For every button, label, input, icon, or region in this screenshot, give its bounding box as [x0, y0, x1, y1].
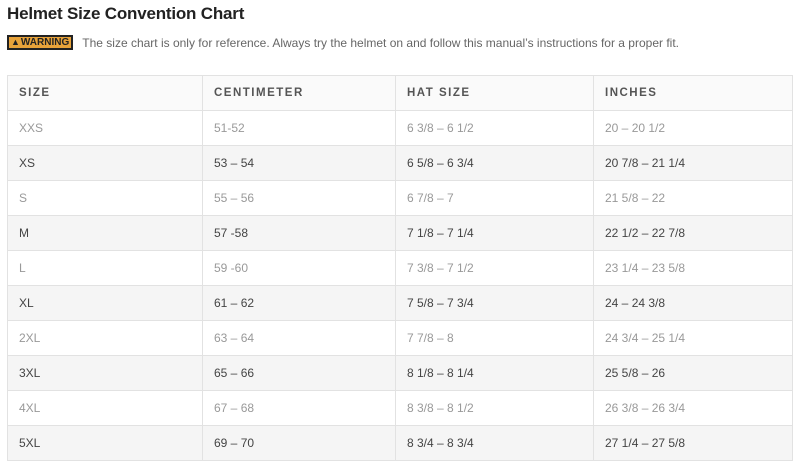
- cell-size: XXS: [7, 110, 203, 146]
- cell-inches: 22 1/2 – 22 7/8: [593, 215, 793, 251]
- cell-hat-size: 7 7/8 – 8: [395, 320, 594, 356]
- table-header: SIZE CENTIMETER HAT SIZE INCHES: [7, 75, 793, 111]
- table-row: 5XL 69 – 70 8 3/4 – 8 3/4 27 1/4 – 27 5/8: [7, 425, 793, 461]
- cell-centimeter: 63 – 64: [202, 320, 396, 356]
- cell-size: XL: [7, 285, 203, 321]
- cell-size: XS: [7, 145, 203, 181]
- table-row: 4XL 67 – 68 8 3/8 – 8 1/2 26 3/8 – 26 3/4: [7, 390, 793, 426]
- column-header-centimeter: CENTIMETER: [202, 75, 396, 111]
- cell-centimeter: 61 – 62: [202, 285, 396, 321]
- cell-hat-size: 6 5/8 – 6 3/4: [395, 145, 594, 181]
- cell-inches: 26 3/8 – 26 3/4: [593, 390, 793, 426]
- page-title: Helmet Size Convention Chart: [7, 4, 245, 23]
- cell-hat-size: 7 5/8 – 7 3/4: [395, 285, 594, 321]
- cell-inches: 23 1/4 – 23 5/8: [593, 250, 793, 286]
- cell-centimeter: 57 -58: [202, 215, 396, 251]
- cell-size: 5XL: [7, 425, 203, 461]
- cell-hat-size: 6 3/8 – 6 1/2: [395, 110, 594, 146]
- cell-centimeter: 59 -60: [202, 250, 396, 286]
- table-row: M 57 -58 7 1/8 – 7 1/4 22 1/2 – 22 7/8: [7, 215, 793, 251]
- cell-inches: 24 3/4 – 25 1/4: [593, 320, 793, 356]
- cell-size: L: [7, 250, 203, 286]
- cell-centimeter: 55 – 56: [202, 180, 396, 216]
- table-row: XXS 51-52 6 3/8 – 6 1/2 20 – 20 1/2: [7, 110, 793, 146]
- cell-hat-size: 7 3/8 – 7 1/2: [395, 250, 594, 286]
- table-row: 3XL 65 – 66 8 1/8 – 8 1/4 25 5/8 – 26: [7, 355, 793, 391]
- cell-inches: 20 – 20 1/2: [593, 110, 793, 146]
- table-row: XL 61 – 62 7 5/8 – 7 3/4 24 – 24 3/8: [7, 285, 793, 321]
- cell-hat-size: 8 1/8 – 8 1/4: [395, 355, 594, 391]
- cell-centimeter: 65 – 66: [202, 355, 396, 391]
- table-row: L 59 -60 7 3/8 – 7 1/2 23 1/4 – 23 5/8: [7, 250, 793, 286]
- cell-centimeter: 67 – 68: [202, 390, 396, 426]
- cell-inches: 25 5/8 – 26: [593, 355, 793, 391]
- cell-hat-size: 6 7/8 – 7: [395, 180, 594, 216]
- warning-badge-label: WARNING: [20, 37, 70, 48]
- size-chart-table: SIZE CENTIMETER HAT SIZE INCHES XXS 51-52 6 3…: [7, 75, 793, 461]
- cell-size: S: [7, 180, 203, 216]
- cell-size: 2XL: [7, 320, 203, 356]
- cell-hat-size: 7 1/8 – 7 1/4: [395, 215, 594, 251]
- cell-hat-size: 8 3/8 – 8 1/2: [395, 390, 594, 426]
- column-header-size: SIZE: [7, 75, 203, 111]
- table-row: S 55 – 56 6 7/8 – 7 21 5/8 – 22: [7, 180, 793, 216]
- cell-centimeter: 69 – 70: [202, 425, 396, 461]
- column-header-inches: INCHES: [593, 75, 793, 111]
- cell-size: M: [7, 215, 203, 251]
- cell-inches: 27 1/4 – 27 5/8: [593, 425, 793, 461]
- table-row: XS 53 – 54 6 5/8 – 6 3/4 20 7/8 – 21 1/4: [7, 145, 793, 181]
- warning-badge: ▲ WARNING: [7, 35, 74, 50]
- cell-size: 3XL: [7, 355, 203, 391]
- cell-inches: 21 5/8 – 22: [593, 180, 793, 216]
- table-row: 2XL 63 – 64 7 7/8 – 8 24 3/4 – 25 1/4: [7, 320, 793, 356]
- cell-size: 4XL: [7, 390, 203, 426]
- warning-text: The size chart is only for reference. Al…: [82, 35, 679, 50]
- cell-inches: 24 – 24 3/8: [593, 285, 793, 321]
- warning-notice: ▲ WARNING The size chart is only for refe…: [7, 35, 679, 50]
- cell-centimeter: 53 – 54: [202, 145, 396, 181]
- cell-inches: 20 7/8 – 21 1/4: [593, 145, 793, 181]
- column-header-hat-size: HAT SIZE: [395, 75, 594, 111]
- warning-triangle-icon: ▲: [11, 37, 20, 47]
- cell-hat-size: 8 3/4 – 8 3/4: [395, 425, 594, 461]
- cell-centimeter: 51-52: [202, 110, 396, 146]
